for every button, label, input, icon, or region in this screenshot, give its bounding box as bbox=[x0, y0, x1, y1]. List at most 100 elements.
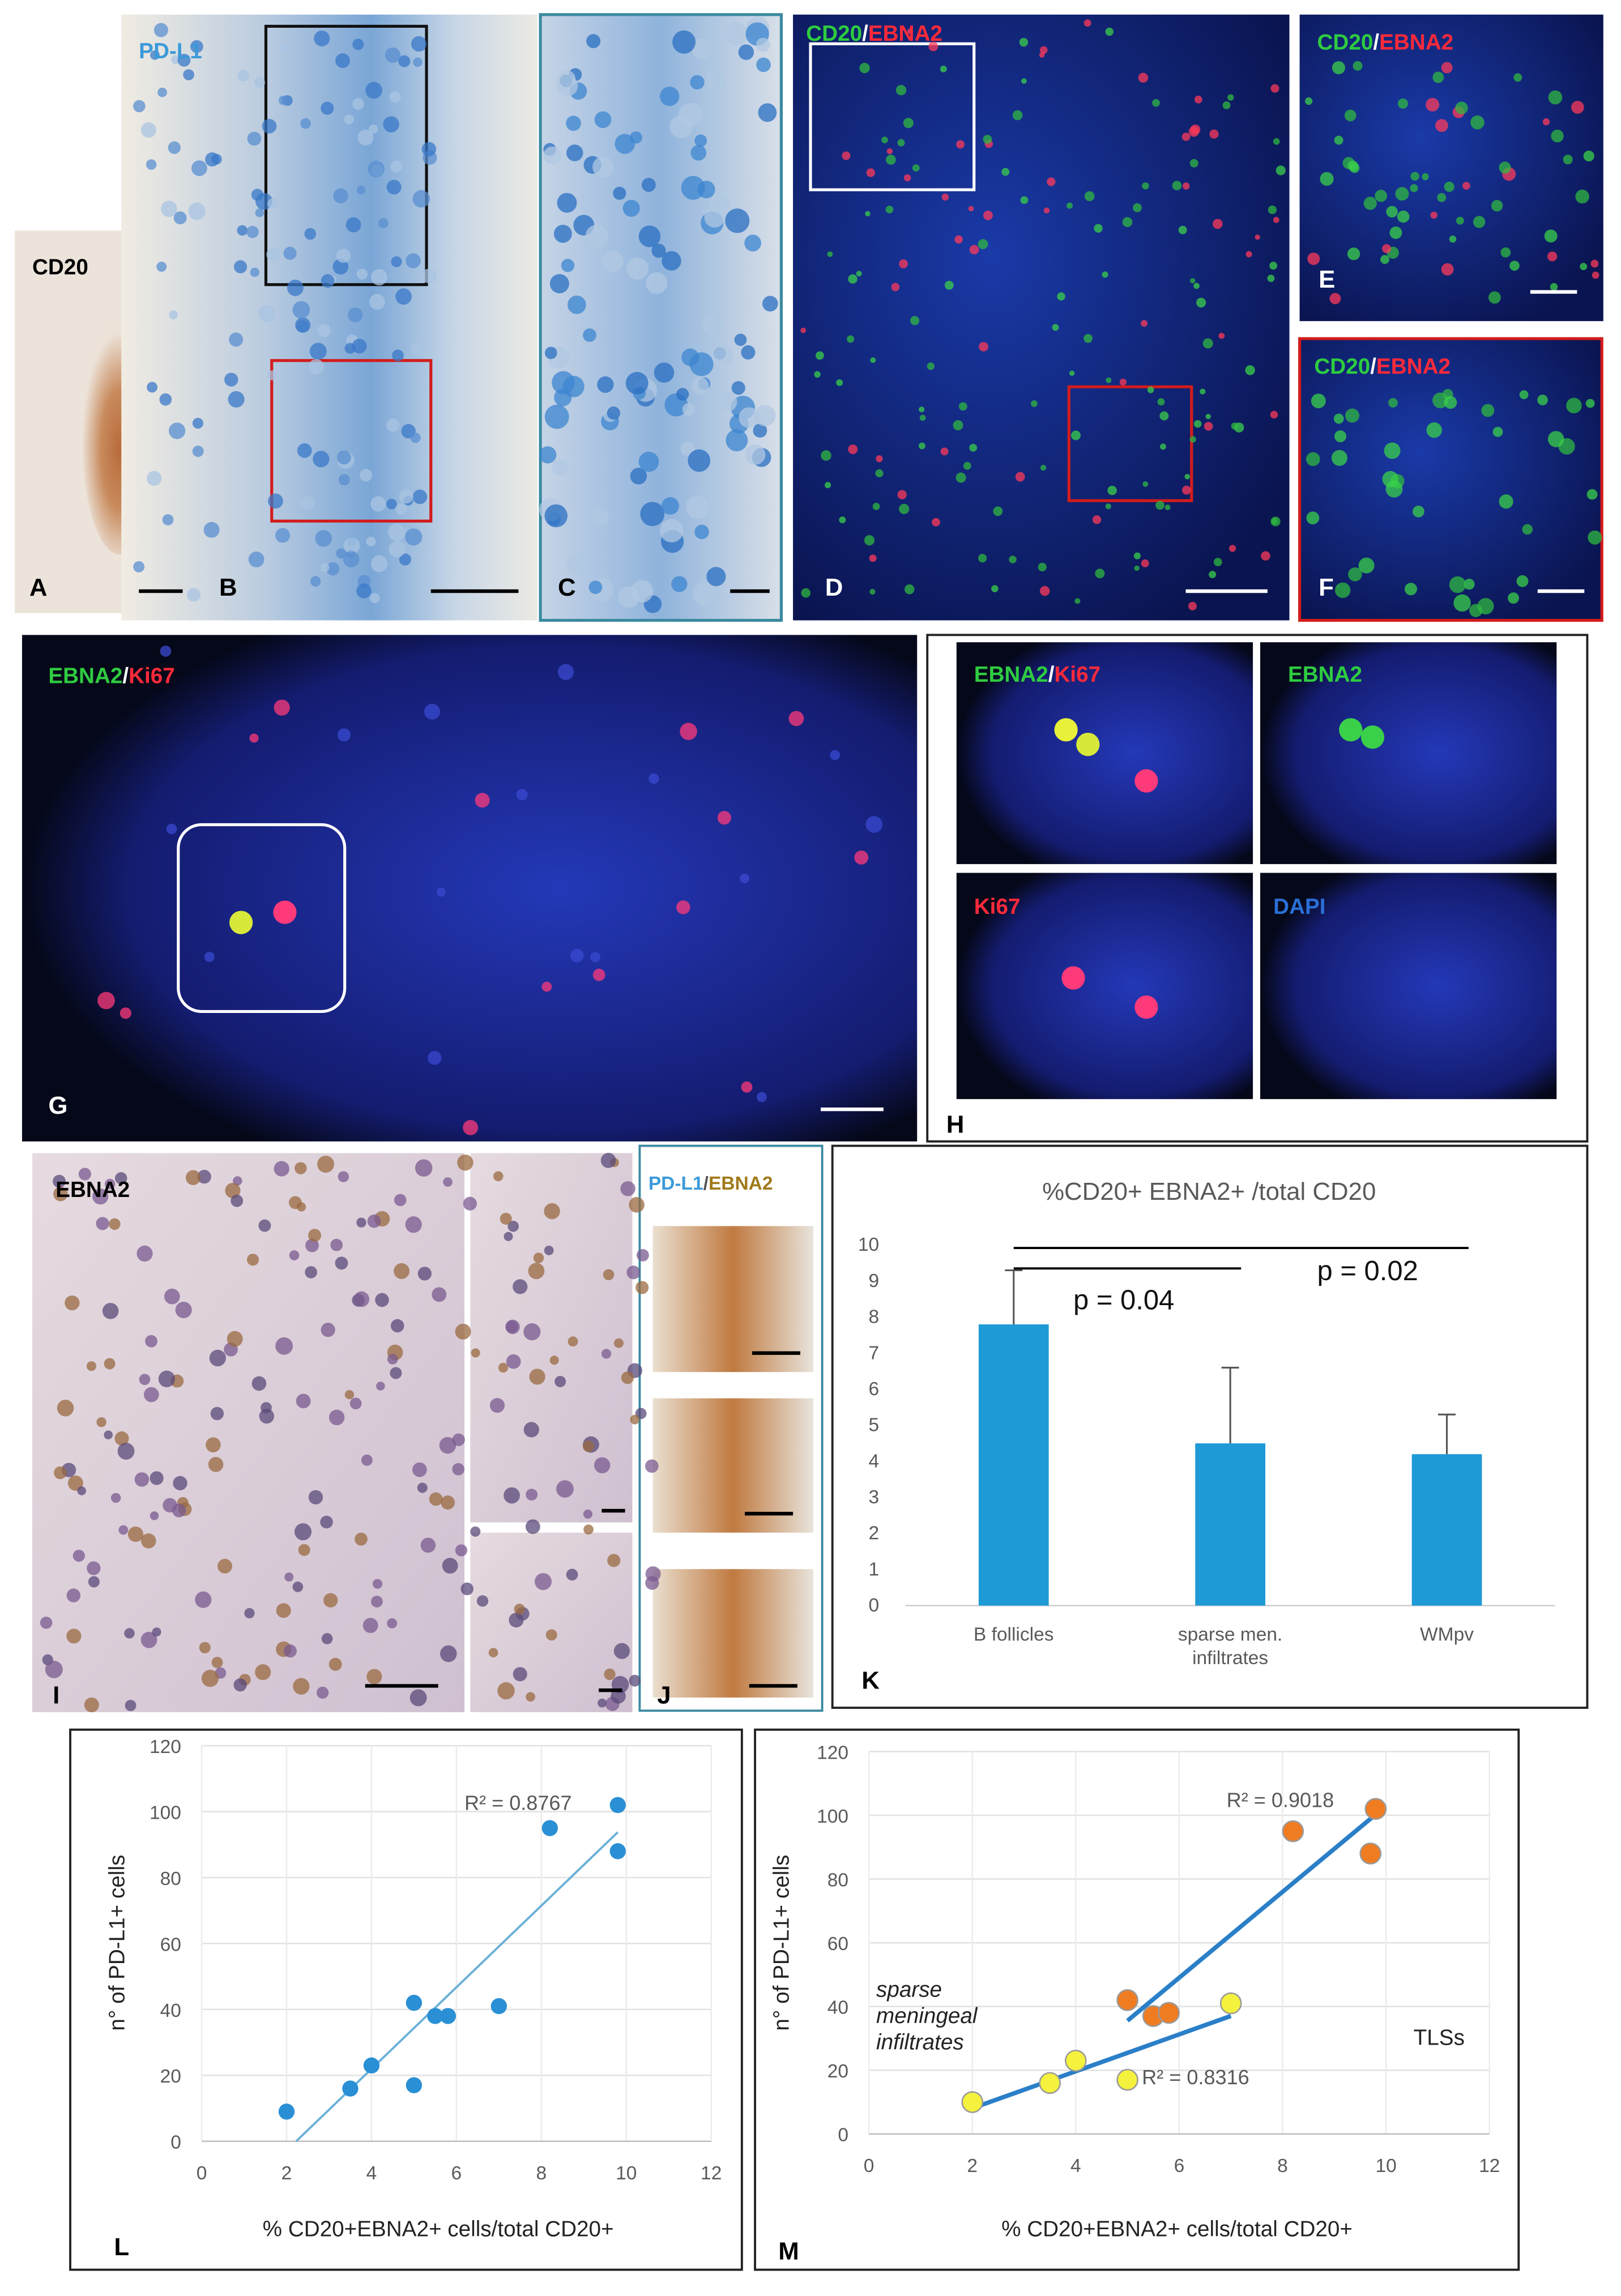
cell bbox=[1389, 226, 1402, 239]
cell bbox=[876, 455, 883, 463]
stain: CD20 bbox=[32, 255, 88, 280]
cell bbox=[754, 405, 776, 426]
cell bbox=[671, 576, 688, 592]
cell bbox=[391, 256, 402, 267]
cell bbox=[72, 1549, 85, 1562]
cell bbox=[504, 1232, 513, 1241]
cell bbox=[415, 1159, 433, 1177]
cell bbox=[314, 30, 330, 47]
series-label-box: TLSs bbox=[1414, 2026, 1465, 2051]
cell bbox=[279, 43, 289, 53]
cell bbox=[630, 468, 647, 485]
stain: DAPI bbox=[1273, 895, 1325, 919]
cell bbox=[1542, 118, 1550, 126]
cell bbox=[385, 47, 401, 63]
cell bbox=[1228, 545, 1236, 552]
cell bbox=[455, 1323, 471, 1340]
cell bbox=[744, 234, 762, 252]
cell bbox=[1255, 234, 1260, 240]
panel-letter: K bbox=[861, 1667, 880, 1695]
cell bbox=[104, 1430, 113, 1440]
cell bbox=[1481, 404, 1495, 417]
cell bbox=[566, 554, 587, 575]
cell bbox=[1273, 217, 1279, 223]
cell bbox=[441, 1495, 455, 1510]
cell bbox=[919, 414, 926, 421]
cell bbox=[528, 1263, 545, 1280]
cell bbox=[568, 295, 586, 314]
cell bbox=[1347, 160, 1359, 172]
cell bbox=[201, 1670, 219, 1687]
cell bbox=[344, 1389, 355, 1400]
series-label: sparse meningeal infiltrates bbox=[876, 1978, 978, 2055]
cell bbox=[1307, 253, 1320, 265]
cell bbox=[127, 1526, 144, 1542]
y-tick-label: 3 bbox=[869, 1487, 880, 1508]
stain: / bbox=[1373, 31, 1379, 55]
cell bbox=[1084, 191, 1095, 202]
cell bbox=[205, 152, 220, 167]
cells bbox=[40, 16, 1602, 1713]
cell bbox=[224, 373, 238, 387]
cell bbox=[1188, 126, 1199, 137]
panel-letter: I bbox=[53, 1681, 59, 1709]
cell bbox=[389, 91, 401, 103]
stain: EBNA2 bbox=[1376, 354, 1451, 379]
cell bbox=[388, 523, 406, 541]
cell bbox=[289, 1250, 300, 1260]
cell bbox=[57, 1400, 74, 1417]
cell bbox=[356, 268, 368, 280]
cell bbox=[1473, 216, 1486, 228]
cell bbox=[120, 1007, 131, 1019]
cell bbox=[662, 251, 681, 271]
cell bbox=[136, 1245, 153, 1262]
cell bbox=[1333, 413, 1344, 424]
cell bbox=[333, 188, 348, 204]
cell bbox=[688, 449, 711, 472]
cell bbox=[411, 36, 427, 52]
cell bbox=[273, 900, 297, 924]
cell bbox=[1188, 601, 1197, 610]
cell bbox=[88, 1576, 100, 1588]
y-tick-label: 5 bbox=[869, 1415, 880, 1436]
cell bbox=[386, 418, 400, 432]
cell bbox=[553, 224, 572, 243]
cell bbox=[432, 1287, 447, 1302]
cell bbox=[848, 274, 858, 284]
cell bbox=[1142, 481, 1149, 487]
cell bbox=[1385, 480, 1403, 498]
cell bbox=[156, 262, 167, 272]
cell bbox=[968, 206, 974, 212]
cell bbox=[1160, 443, 1166, 450]
cell bbox=[266, 247, 280, 262]
cell bbox=[228, 391, 245, 408]
cell bbox=[613, 1643, 630, 1660]
cell bbox=[969, 443, 978, 452]
cell bbox=[320, 563, 330, 572]
stain-label: CD20 bbox=[32, 255, 88, 280]
cell bbox=[607, 406, 620, 420]
cell bbox=[386, 498, 397, 510]
cell bbox=[1432, 71, 1444, 83]
cell bbox=[1375, 190, 1388, 202]
cell bbox=[1054, 718, 1078, 742]
cell bbox=[255, 208, 265, 217]
cell bbox=[1500, 247, 1511, 258]
cell bbox=[724, 22, 748, 46]
point bbox=[406, 1995, 423, 2011]
stain: CD20 bbox=[1314, 354, 1370, 379]
cell bbox=[172, 1503, 186, 1517]
cell bbox=[583, 328, 596, 342]
cell bbox=[316, 1686, 329, 1699]
cell bbox=[629, 1197, 645, 1213]
cell bbox=[1462, 182, 1470, 190]
y-tick-label: 2 bbox=[869, 1523, 880, 1544]
cell bbox=[1189, 159, 1198, 168]
cell bbox=[1509, 260, 1520, 271]
cell bbox=[566, 144, 583, 161]
cell bbox=[369, 593, 380, 604]
cell bbox=[895, 85, 907, 96]
cell bbox=[343, 537, 360, 554]
cell bbox=[329, 1409, 345, 1426]
cell bbox=[392, 349, 404, 362]
